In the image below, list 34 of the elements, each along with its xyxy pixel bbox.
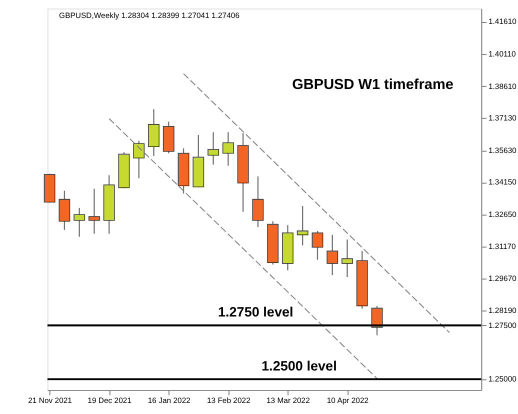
y-tick-label: 1.35630	[488, 146, 516, 155]
x-tick-label: 21 Nov 2021	[28, 396, 72, 406]
candlestick	[74, 207, 86, 238]
y-tick-label: 1.38610	[488, 82, 516, 91]
candlestick	[208, 132, 220, 166]
ref-line-label: 1.2750 level	[218, 304, 294, 320]
x-tick-label: 16 Jan 2022	[148, 396, 190, 406]
candlestick	[252, 176, 264, 228]
annotation: GBPUSD,Weekly 1.28304 1.28399 1.27041 1.27406	[59, 11, 240, 20]
y-tick-label: 1.32650	[488, 210, 516, 220]
candlestick	[148, 108, 160, 157]
y-tick-label: 1.27500	[488, 320, 516, 330]
y-tick-label: 1.25000	[488, 374, 516, 384]
x-tick-label: 13 Feb 2022	[206, 396, 250, 406]
text: GBPUSD W1 timeframe	[292, 76, 454, 93]
candlestick	[133, 140, 145, 179]
y-tick-label: 1.29670	[488, 274, 516, 284]
y-tick-label: 1.37130	[488, 114, 516, 123]
candlestick	[342, 238, 353, 278]
y-tick-label: 1.41610	[488, 17, 516, 26]
candlestick	[326, 234, 338, 276]
ref-line-label: 1.2500 level	[262, 358, 337, 374]
y-tick-label: 1.28190	[488, 306, 516, 315]
y-tick-label: 1.31170	[488, 242, 516, 251]
x-tick-label: 10 Apr 2022	[326, 396, 369, 406]
y-tick-label: 1.40110	[488, 50, 516, 58]
candlestick	[312, 230, 324, 260]
candlestick	[222, 132, 234, 166]
candlestick	[296, 205, 308, 246]
x-tick-label: 13 Mar 2022	[266, 396, 310, 406]
y-tick-label: 1.34150	[488, 178, 516, 187]
candlestick	[88, 188, 100, 234]
x-tick-label: 19 Dec 2021	[88, 396, 132, 406]
candlestick	[58, 190, 70, 230]
